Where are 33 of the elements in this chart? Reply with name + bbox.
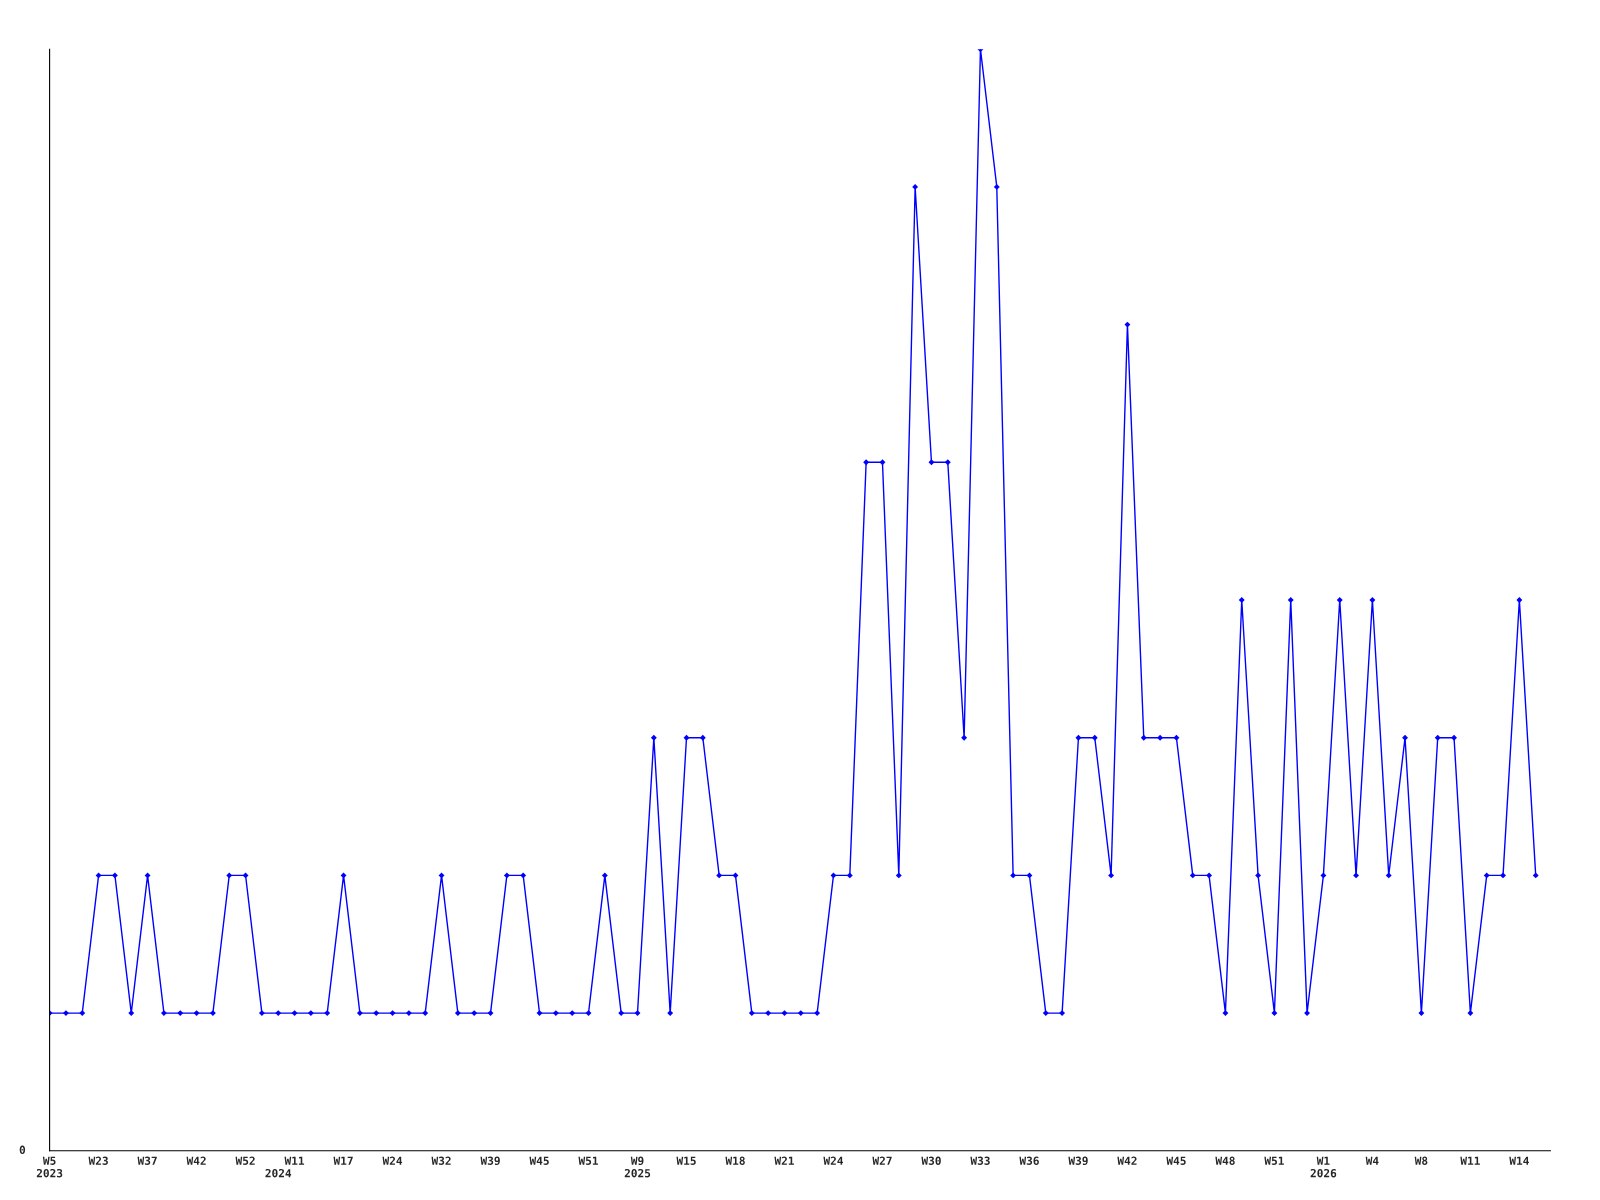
x-tick-label: W45 [1166, 1156, 1186, 1165]
x-tick-label: W17 [333, 1156, 353, 1165]
x-tick-label: W39 [480, 1156, 500, 1166]
x-tick-label: W52 [235, 1156, 255, 1165]
x-tick-label: W8 [1414, 1156, 1428, 1165]
x-tick-label: W21 [774, 1156, 794, 1165]
text: 0 [19, 1145, 26, 1155]
x-tick-label: W9 2025 [624, 1156, 651, 1178]
x-tick-label: W23 [88, 1156, 108, 1165]
x-tick-label: W4 [1365, 1156, 1379, 1165]
x-tick-label: W1 2026 [1310, 1156, 1337, 1178]
x-tick-label: W11 [1460, 1156, 1480, 1165]
x-tick-label: W14 [1509, 1156, 1529, 1165]
x-tick-label: W24 [382, 1156, 403, 1165]
x-tick-label: W51 [1264, 1156, 1284, 1165]
x-tick-label: W45 [529, 1156, 549, 1165]
x-tick-label: W11 [284, 1156, 305, 1165]
x-tick-label: W5 2023 [36, 1156, 63, 1178]
x-tick-label: W37 [137, 1156, 157, 1165]
x-tick-label: W24 [823, 1156, 844, 1165]
x-tick-label: W42 [1117, 1156, 1137, 1165]
x-tick-label: W15 [676, 1156, 696, 1165]
x-tick-label: W36 [1019, 1156, 1039, 1165]
x-tick-label: W39 [1068, 1156, 1088, 1166]
x-tick-label: W48 [1215, 1156, 1235, 1165]
x-tick-label: W42 [186, 1156, 206, 1165]
x-tick-label: W30 [921, 1156, 941, 1165]
x-tick-label: W51 [578, 1156, 599, 1165]
x-tick-label: W18 [725, 1156, 745, 1165]
x-tick-label: W27 [872, 1156, 892, 1165]
x-tick-label: W32 [431, 1156, 451, 1165]
x-tick-label: 2024 [265, 1168, 292, 1178]
x-tick-label: W33 [970, 1156, 990, 1165]
